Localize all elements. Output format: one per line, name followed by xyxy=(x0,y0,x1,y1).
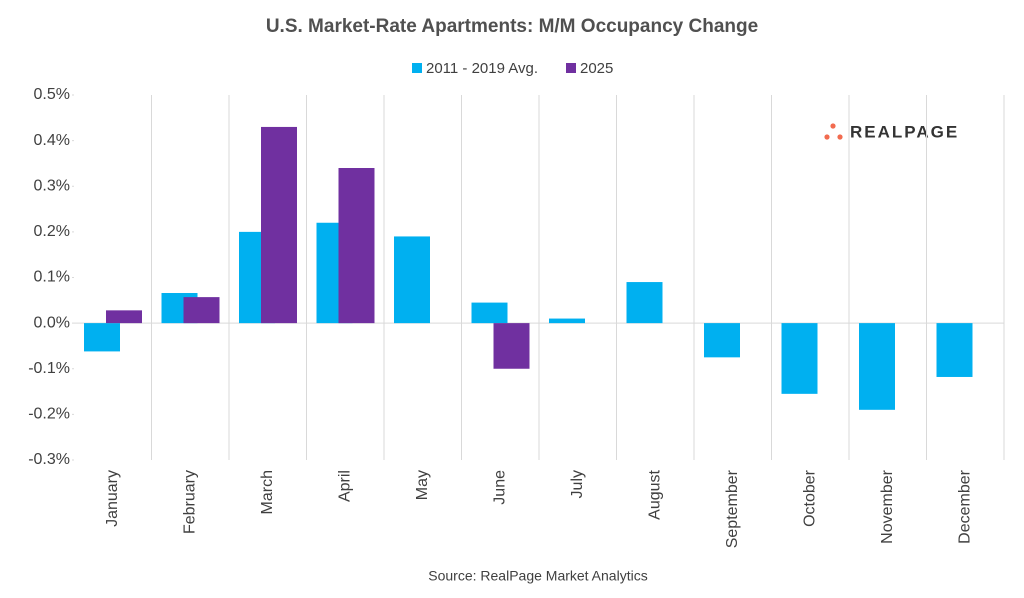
x-tick-label: February xyxy=(181,470,198,534)
legend-label: 2011 - 2019 Avg. xyxy=(426,60,538,77)
x-tick-label: June xyxy=(491,470,508,505)
y-tick-label: -0.1% xyxy=(28,360,70,377)
bar xyxy=(84,323,120,352)
y-tick-label: -0.2% xyxy=(28,406,70,423)
legend-swatch xyxy=(412,63,422,73)
bar xyxy=(859,323,895,410)
y-tick-label: 0.3% xyxy=(34,177,70,194)
bar xyxy=(261,126,297,324)
bar xyxy=(626,282,663,324)
x-tick-label: May xyxy=(414,470,431,500)
bar xyxy=(106,310,142,324)
y-tick-label: -0.3% xyxy=(28,451,70,468)
chart-title: U.S. Market-Rate Apartments: M/M Occupan… xyxy=(266,16,758,37)
bar xyxy=(471,302,508,324)
x-tick-label: November xyxy=(879,469,896,543)
bar xyxy=(493,323,530,369)
bar xyxy=(394,236,430,324)
legend-label: 2025 xyxy=(580,60,613,77)
y-tick-label: 0.2% xyxy=(34,223,70,240)
logo-dot xyxy=(837,134,843,140)
bar xyxy=(704,323,740,358)
logo: REALPAGE xyxy=(824,122,959,141)
bar xyxy=(183,297,220,324)
y-tick-label: 0.1% xyxy=(34,269,70,286)
bar xyxy=(936,323,973,377)
y-tick-label: 0.0% xyxy=(34,314,70,331)
bar xyxy=(338,168,375,324)
x-tick-label: January xyxy=(104,470,121,527)
bar xyxy=(781,323,818,394)
legend-swatch xyxy=(566,63,576,73)
source-note: Source: RealPage Market Analytics xyxy=(428,568,647,584)
y-tick-label: 0.4% xyxy=(34,132,70,149)
x-tick-label: December xyxy=(956,469,973,543)
logo-dot xyxy=(830,123,836,129)
x-tick-label: October xyxy=(801,469,818,527)
bar xyxy=(549,318,585,324)
x-tick-label: April xyxy=(336,470,353,502)
x-tick-label: September xyxy=(724,469,741,548)
x-tick-label: July xyxy=(569,470,586,498)
x-tick-label: August xyxy=(646,469,663,519)
logo-dot xyxy=(824,134,830,140)
y-tick-label: 0.5% xyxy=(34,86,70,103)
logo-text: REALPAGE xyxy=(850,122,959,141)
x-tick-label: March xyxy=(259,470,276,514)
